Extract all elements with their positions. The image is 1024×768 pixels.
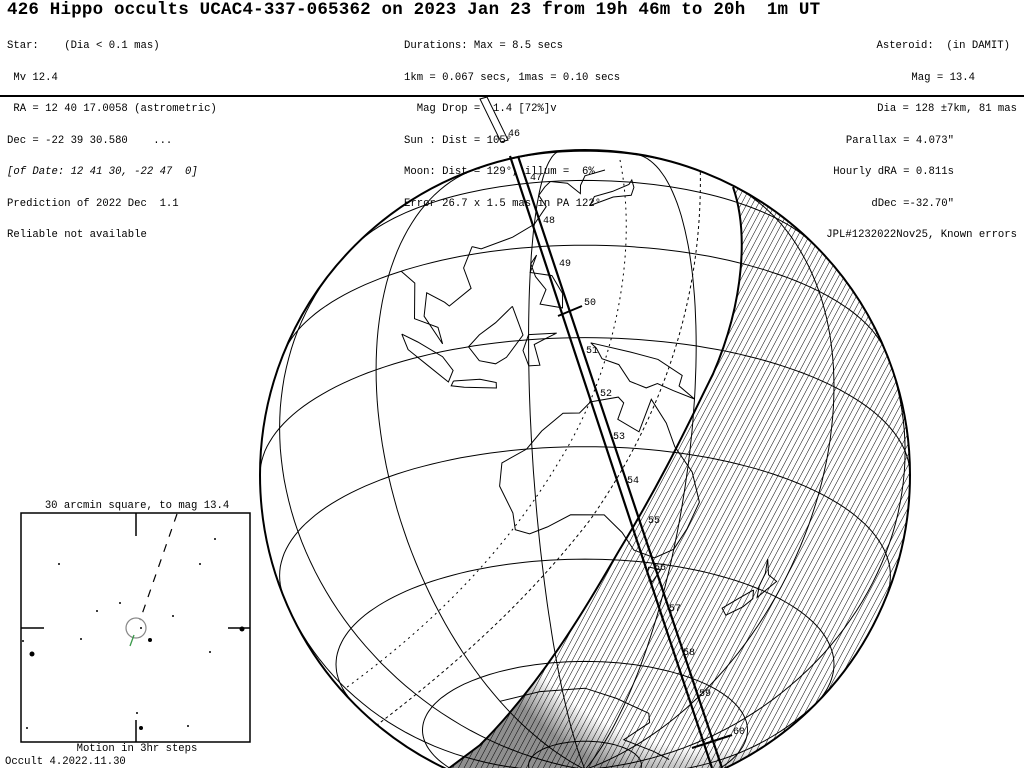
inset-title: 30 arcmin square, to mag 13.4 (44, 500, 230, 512)
event-line: Moon: Dist = 129°, illum = 6% (404, 166, 595, 178)
borneo-coast (467, 305, 524, 365)
asteroid-info: Asteroid: (in DAMIT) Mag = 13.4 Dia = 12… (826, 20, 1017, 251)
header-divider (0, 95, 1024, 97)
longitude-line (279, 263, 586, 768)
indochina-coast (400, 246, 473, 345)
asteroid-motion-track (139, 513, 178, 621)
event-line: Sun : Dist = 105° (404, 134, 513, 147)
field-star (139, 726, 143, 730)
star-line: Reliable not available (7, 229, 147, 241)
longitude-line (375, 169, 586, 768)
path-south-limit (516, 155, 724, 768)
path-tick-60 (691, 734, 733, 749)
path-time-labels: 46 47 48 49 50 51 52 53 54 55 56 57 58 59 60 (508, 129, 745, 738)
path-off-earth-segment (479, 96, 509, 143)
event-line: 1km = 0.067 secs, 1mas = 0.10 secs (404, 71, 621, 84)
path-time-label: 55 (648, 516, 660, 527)
star-line: [of Date: 12 41 30, -22 47 0] (7, 166, 198, 178)
field-star (140, 627, 142, 629)
new-guinea-coast (590, 342, 695, 400)
field-star (80, 638, 82, 640)
field-star (58, 563, 60, 565)
inset-footer: Motion in 3hr steps (76, 743, 198, 755)
field-star (148, 638, 152, 642)
field-star (187, 725, 189, 727)
shadow-path (479, 96, 733, 768)
star-line: Mv 12.4 (7, 71, 58, 84)
star-info: Star: (Dia < 0.1 mas) Mv 12.4 RA = 12 40… (7, 20, 217, 251)
page-title: 426 Hippo occults UCAC4-337-065362 on 20… (7, 0, 821, 20)
path-time-label: 48 (543, 216, 555, 227)
field-star (96, 610, 98, 612)
asteroid-line: JPL#1232022Nov25, Known errors (826, 229, 1017, 241)
field-star (172, 615, 174, 617)
globe-outline (259, 149, 911, 768)
asteroid-line: Parallax = 4.073" (845, 134, 954, 147)
path-time-label: 54 (627, 476, 639, 487)
japan-coast (589, 178, 635, 207)
path-time-label: 51 (586, 346, 598, 357)
path-time-label: 50 (584, 298, 596, 309)
twilight-line (329, 159, 701, 761)
path-time-label: 60 (733, 727, 745, 738)
sulawesi-coast (522, 332, 557, 367)
star-chart-inset (20, 512, 251, 743)
asia-coast (471, 169, 606, 250)
star-line: Star: (Dia < 0.1 mas) (7, 40, 160, 52)
path-time-label: 53 (613, 432, 625, 443)
asteroid-line: Dia = 128 ±7km, 81 mas (877, 103, 1017, 115)
field-star (239, 626, 245, 632)
path-time-label: 57 (669, 604, 681, 615)
path-time-label: 49 (559, 259, 571, 270)
asteroid-line: Hourly dRA = 0.811s (833, 166, 954, 178)
field-star (199, 563, 201, 565)
path-time-label: 56 (654, 563, 666, 574)
star-line: Prediction of 2022 Dec 1.1 (7, 197, 179, 210)
field-star (22, 640, 24, 642)
field-star (209, 651, 211, 653)
philippines-coast (529, 254, 564, 309)
inset-stars (22, 538, 245, 730)
java-coast (450, 378, 497, 389)
asteroid-line: Mag = 13.4 (911, 71, 975, 84)
field-star (26, 727, 28, 729)
path-tick-50 (557, 305, 583, 317)
sumatra-coast (401, 333, 454, 383)
path-time-label: 58 (683, 648, 695, 659)
motion-vector (129, 634, 135, 647)
field-star (136, 712, 138, 714)
event-line: Mag Drop = 1.4 [72%]v (404, 103, 557, 115)
asteroid-line: Asteroid: (in DAMIT) (876, 40, 1010, 52)
asteroid-line: dDec =-32.70" (871, 197, 954, 210)
software-version: Occult 4.2022.11.30 (5, 756, 126, 768)
field-star (119, 602, 121, 604)
event-info: Durations: Max = 8.5 secs 1km = 0.067 se… (404, 20, 620, 220)
path-time-label: 59 (699, 689, 711, 700)
path-time-label: 47 (530, 173, 542, 184)
star-line: RA = 12 40 17.0058 (astrometric) (7, 103, 217, 115)
field-star (29, 651, 35, 657)
longitude-line (287, 607, 586, 768)
night-region (420, 150, 910, 768)
path-north-limit (508, 155, 714, 768)
path-time-label: 52 (600, 389, 612, 400)
target-star-circle (125, 617, 147, 639)
path-time-label: 46 (508, 129, 520, 140)
star-line: Dec = -22 39 30.580 ... (7, 134, 173, 147)
event-line: Durations: Max = 8.5 secs (404, 40, 563, 52)
field-star (214, 538, 216, 540)
twilight-line-2 (299, 159, 627, 721)
terminator-line (439, 186, 743, 768)
